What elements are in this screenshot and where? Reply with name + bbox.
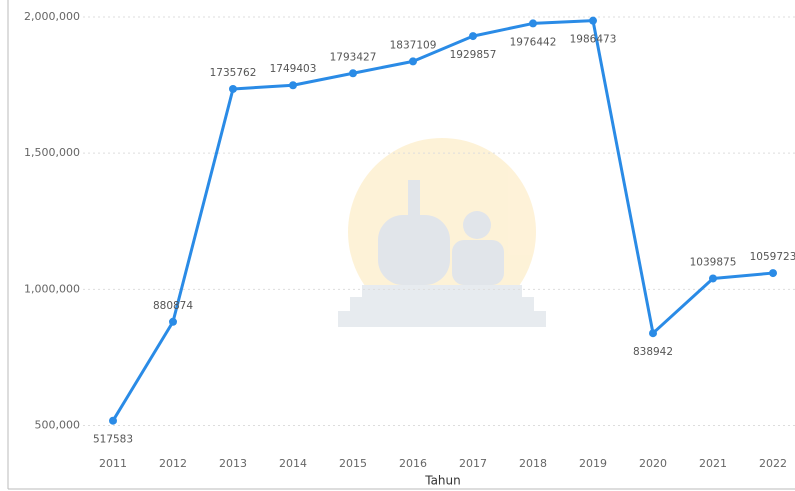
x-tick-label: 2012: [159, 457, 187, 470]
x-tick-label: 2017: [459, 457, 487, 470]
point: [529, 19, 537, 28]
y-tick-label: 2,000,000: [24, 10, 80, 23]
terrace: [362, 285, 522, 297]
x-tick-label: 2019: [579, 457, 607, 470]
data-label: 1976442: [510, 36, 557, 48]
data-label: 1735762: [210, 67, 257, 79]
point: [709, 274, 717, 283]
point: [469, 32, 477, 41]
point: [589, 16, 597, 25]
data-label: 1749403: [270, 63, 317, 75]
x-tick-label: 2022: [759, 457, 787, 470]
x-tick-label: 2011: [99, 457, 127, 470]
data-label: 1039875: [690, 256, 737, 268]
x-tick-label: 2020: [639, 457, 667, 470]
y-tick-label: 1,500,000: [24, 146, 80, 159]
x-axis-title: Tahun: [424, 474, 461, 488]
stupa: [378, 215, 450, 285]
x-tick-label: 2018: [519, 457, 547, 470]
watermark: [338, 138, 546, 327]
x-tick-label: 2021: [699, 457, 727, 470]
x-tick-label: 2016: [399, 457, 427, 470]
point: [769, 269, 777, 278]
point: [229, 84, 237, 93]
point: [289, 81, 297, 90]
terrace: [338, 311, 546, 327]
data-label: 1793427: [330, 51, 377, 63]
buddha-head: [463, 211, 491, 239]
y-tick-label: 1,000,000: [24, 282, 80, 295]
data-label: 517583: [93, 434, 133, 446]
point: [109, 416, 117, 425]
line: [111, 19, 774, 422]
data-label: 1059723: [750, 251, 795, 263]
buddha-body: [452, 240, 504, 285]
x-tick-label: 2014: [279, 457, 307, 470]
data-label: 880874: [153, 300, 193, 312]
x-tick-label: 2015: [339, 457, 367, 470]
data-label: 1986473: [570, 34, 617, 46]
y-tick-label: 500,000: [35, 418, 81, 431]
x-tick-label: 2013: [219, 457, 247, 470]
point: [649, 329, 657, 338]
data-label: 1929857: [450, 49, 497, 61]
data-label: 1837109: [390, 39, 437, 51]
stupa-top: [408, 180, 420, 216]
point: [409, 57, 417, 66]
terrace: [350, 297, 534, 311]
point: [349, 69, 357, 78]
data-label: 838942: [633, 346, 673, 358]
point: [169, 317, 177, 326]
